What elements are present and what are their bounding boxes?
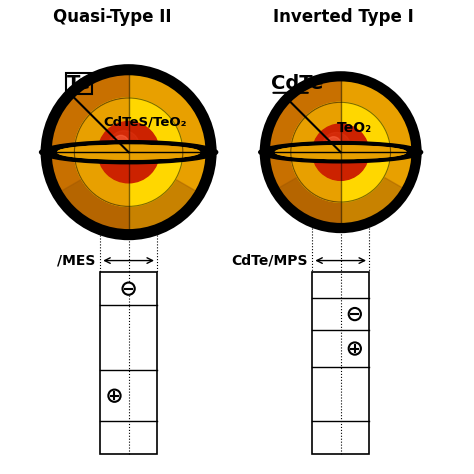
- Wedge shape: [275, 152, 406, 228]
- Wedge shape: [291, 102, 341, 202]
- Text: Inverted Type I: Inverted Type I: [273, 9, 413, 27]
- Circle shape: [312, 124, 369, 181]
- Circle shape: [46, 70, 211, 235]
- Wedge shape: [57, 152, 200, 235]
- Text: Quasi-Type II: Quasi-Type II: [53, 9, 172, 27]
- Ellipse shape: [259, 142, 423, 163]
- Circle shape: [349, 308, 361, 320]
- Ellipse shape: [39, 141, 218, 164]
- Text: CdTeS/TeO₂: CdTeS/TeO₂: [103, 116, 187, 129]
- Circle shape: [74, 98, 183, 206]
- Text: Te: Te: [67, 74, 91, 93]
- Circle shape: [322, 132, 351, 161]
- Wedge shape: [265, 76, 341, 228]
- Circle shape: [109, 390, 120, 402]
- Ellipse shape: [275, 146, 406, 158]
- Text: CdTe: CdTe: [271, 74, 323, 93]
- Circle shape: [109, 131, 139, 161]
- Wedge shape: [74, 98, 128, 206]
- Circle shape: [122, 283, 135, 295]
- Text: TeO₂: TeO₂: [337, 121, 372, 135]
- Wedge shape: [46, 70, 128, 235]
- Circle shape: [113, 136, 128, 151]
- Circle shape: [349, 342, 361, 355]
- Text: CdTe/MPS: CdTe/MPS: [231, 254, 308, 267]
- Ellipse shape: [58, 145, 200, 159]
- Text: /MES: /MES: [57, 254, 96, 267]
- Text: shell: shell: [66, 154, 96, 167]
- Circle shape: [291, 102, 391, 202]
- Bar: [100, 273, 157, 454]
- Circle shape: [98, 121, 159, 183]
- Circle shape: [265, 76, 417, 228]
- Circle shape: [327, 137, 341, 151]
- Bar: [312, 273, 369, 454]
